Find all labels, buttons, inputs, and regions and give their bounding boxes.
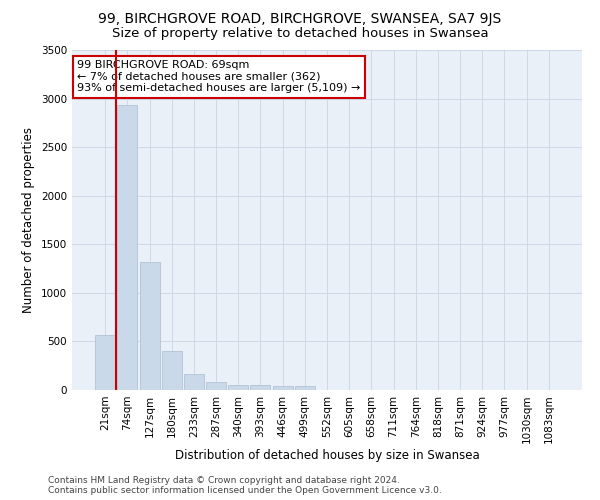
Bar (228, 384, 248, 390)
Text: Size of property relative to detached houses in Swansea: Size of property relative to detached ho… (112, 28, 488, 40)
Text: 99 BIRCHGROVE ROAD: 69sqm
← 7% of detached houses are smaller (362)
93% of semi-: 99 BIRCHGROVE ROAD: 69sqm ← 7% of detach… (77, 60, 361, 94)
Bar (295, 386, 315, 390)
Bar (162, 351, 182, 390)
Y-axis label: Number of detached properties: Number of detached properties (22, 127, 35, 313)
Bar (140, 262, 160, 390)
Bar (250, 385, 271, 390)
X-axis label: Distribution of detached houses by size in Swansea: Distribution of detached houses by size … (175, 449, 479, 462)
Bar (272, 386, 293, 390)
Bar (184, 374, 204, 390)
Text: Contains HM Land Registry data © Crown copyright and database right 2024.
Contai: Contains HM Land Registry data © Crown c… (48, 476, 442, 495)
Text: 99, BIRCHGROVE ROAD, BIRCHGROVE, SWANSEA, SA7 9JS: 99, BIRCHGROVE ROAD, BIRCHGROVE, SWANSEA… (98, 12, 502, 26)
Bar (95, 334, 115, 390)
Bar (206, 382, 226, 390)
Bar (118, 106, 137, 390)
